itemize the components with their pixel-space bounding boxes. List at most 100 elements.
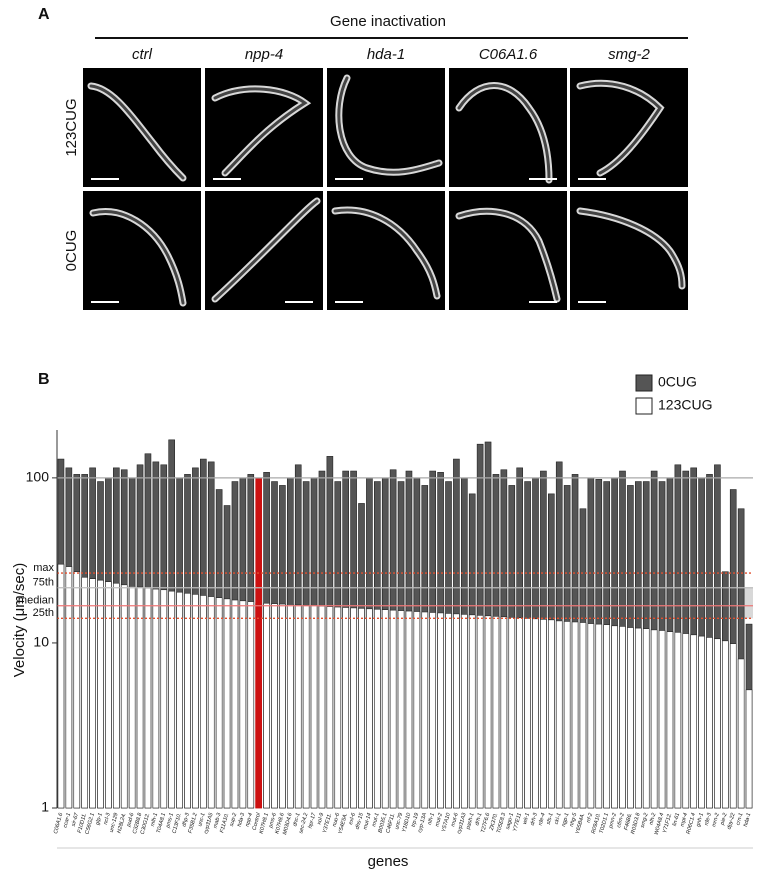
bar xyxy=(73,571,81,809)
bar xyxy=(144,587,152,809)
bar xyxy=(445,613,452,809)
x-tick-label: sup-2 xyxy=(229,812,238,827)
x-tick-label: glp-1 xyxy=(95,812,104,825)
bar xyxy=(81,576,88,809)
x-tick-label: cki-1 xyxy=(554,812,563,825)
bar xyxy=(255,602,262,809)
bar xyxy=(524,618,531,809)
x-tick-label: pie-2 xyxy=(719,812,728,826)
x-tick-label: sec-24.2 xyxy=(298,812,309,834)
bar xyxy=(579,622,587,809)
x-tick-label: mut-1 xyxy=(371,812,380,827)
x-tick-label: unc-79 xyxy=(394,812,404,830)
bar xyxy=(152,588,160,809)
x-tick-label: crn-1 xyxy=(735,812,744,826)
x-tick-label: npp-4 xyxy=(245,812,254,827)
x-tick-label: F46B6. xyxy=(623,812,633,831)
x-tick-label: hpr-17 xyxy=(307,811,317,829)
bar xyxy=(492,616,500,809)
bar xyxy=(468,614,476,809)
x-tick-label: drh-1 xyxy=(474,812,483,826)
x-tick-label: rrf-2 xyxy=(586,812,594,823)
bar xyxy=(120,584,128,809)
reference-label: 75th xyxy=(33,577,54,589)
micrograph xyxy=(449,68,567,187)
x-tick-label: ccar-1 xyxy=(62,812,72,828)
column-label: C06A1.6 xyxy=(479,46,538,63)
y-tick-label: 10 xyxy=(33,634,49,650)
bar xyxy=(381,609,389,809)
x-tick-label: Y65B4A. xyxy=(575,812,586,835)
x-tick-label: cfim-2 xyxy=(616,812,626,828)
bar xyxy=(508,616,516,809)
x-tick-label: unc-129 xyxy=(109,812,120,833)
bar xyxy=(729,643,737,809)
y-tick-label: 100 xyxy=(26,469,50,485)
micrograph xyxy=(205,191,323,310)
x-tick-label: C56G2.1 xyxy=(84,812,95,835)
bar xyxy=(207,596,215,809)
x-tick-label: trp-19 xyxy=(411,812,421,827)
x-tick-label: Y77E11 xyxy=(512,812,523,832)
column-label: smg-2 xyxy=(608,46,650,63)
legend-label: 123CUG xyxy=(658,397,712,413)
bar xyxy=(405,610,413,809)
bar xyxy=(136,586,144,809)
x-tick-label: drh-3 xyxy=(530,811,539,826)
bar xyxy=(555,620,563,809)
x-tick-label: hda-1 xyxy=(743,812,752,827)
x-tick-label: sago-1 xyxy=(505,812,515,830)
bar xyxy=(326,606,334,809)
x-tick-label: smg-2 xyxy=(640,812,650,828)
row-label: 123CUG xyxy=(63,98,80,156)
x-tick-label: H28L24. xyxy=(116,812,127,834)
bar xyxy=(279,603,286,809)
x-tick-label: R03D3.8 xyxy=(630,811,642,834)
micrograph xyxy=(449,191,567,310)
micrograph xyxy=(570,191,688,310)
bar xyxy=(453,613,460,809)
bar xyxy=(65,566,73,809)
x-tick-label: dhp-3 xyxy=(181,811,191,827)
x-axis-label: genes xyxy=(368,853,409,870)
bar xyxy=(635,627,642,809)
x-tick-label: pms-1 xyxy=(165,812,175,829)
legend-swatch xyxy=(635,374,653,392)
x-tick-label: cyp-13A xyxy=(417,812,428,833)
bar xyxy=(745,689,753,809)
column-label: npp-4 xyxy=(245,46,283,63)
bar xyxy=(97,579,104,809)
x-tick-label: rde-3 xyxy=(704,811,713,826)
x-tick-label: mrn-2 xyxy=(711,812,721,827)
x-tick-label: mut-14 xyxy=(363,812,373,830)
micrograph xyxy=(327,68,445,187)
bar xyxy=(57,563,65,809)
x-tick-label: cyp31A3 xyxy=(456,811,468,834)
bar xyxy=(397,610,405,809)
bar xyxy=(658,630,666,809)
x-tick-label: nlh-2 xyxy=(649,812,658,825)
micrograph xyxy=(570,68,688,187)
x-tick-label: dhs-15 xyxy=(355,811,365,830)
x-tick-label: C30G12. xyxy=(140,812,151,835)
bar xyxy=(287,604,294,809)
x-tick-label: nhg-5 xyxy=(569,811,579,827)
bar xyxy=(89,578,96,809)
x-tick-label: B0035.1 xyxy=(377,812,388,833)
legend-label: 0CUG xyxy=(658,374,697,390)
bar xyxy=(184,592,191,809)
bar xyxy=(128,586,136,809)
x-tick-label: Y71F12. xyxy=(662,812,673,834)
bar xyxy=(105,581,112,809)
micrograph xyxy=(327,191,445,310)
x-tick-label: C06A1.6 xyxy=(53,811,65,834)
x-tick-label: dnc-1 xyxy=(292,812,301,827)
micrograph xyxy=(83,191,201,310)
row-label: 0CUG xyxy=(63,230,80,272)
x-tick-label: T04A8.1 xyxy=(156,812,167,834)
bar xyxy=(587,623,595,809)
x-tick-label: unc-1 xyxy=(197,812,206,827)
bar xyxy=(310,605,318,809)
x-tick-label: mlh-1 xyxy=(150,812,159,827)
bar xyxy=(571,621,579,809)
